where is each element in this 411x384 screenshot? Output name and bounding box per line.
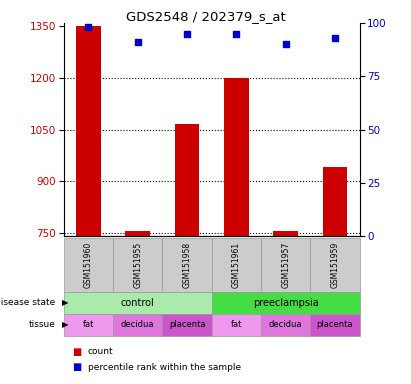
Bar — [76, 26, 101, 236]
Text: GSM151958: GSM151958 — [182, 242, 192, 288]
Text: GDS2548 / 202379_s_at: GDS2548 / 202379_s_at — [126, 10, 285, 23]
Bar — [224, 78, 249, 236]
Bar — [323, 167, 347, 236]
Text: decidua: decidua — [269, 320, 302, 329]
Text: GSM151960: GSM151960 — [84, 242, 93, 288]
Text: GSM151959: GSM151959 — [330, 242, 339, 288]
Bar — [175, 124, 199, 236]
Text: GSM151961: GSM151961 — [232, 242, 241, 288]
Bar — [273, 231, 298, 236]
Text: GSM151955: GSM151955 — [133, 242, 142, 288]
Bar — [125, 231, 150, 236]
Text: percentile rank within the sample: percentile rank within the sample — [88, 362, 241, 372]
Text: GSM151957: GSM151957 — [281, 242, 290, 288]
Point — [184, 31, 190, 37]
Text: ■: ■ — [72, 362, 81, 372]
Point — [134, 39, 141, 45]
Point — [233, 31, 240, 37]
Text: decidua: decidua — [121, 320, 155, 329]
Text: ▶: ▶ — [62, 298, 68, 307]
Text: disease state: disease state — [0, 298, 55, 307]
Text: fat: fat — [231, 320, 242, 329]
Point — [332, 35, 338, 41]
Text: tissue: tissue — [29, 320, 55, 329]
Text: preeclampsia: preeclampsia — [253, 298, 319, 308]
Point — [282, 41, 289, 48]
Text: fat: fat — [83, 320, 94, 329]
Text: placenta: placenta — [317, 320, 353, 329]
Text: ▶: ▶ — [62, 320, 68, 329]
Text: placenta: placenta — [169, 320, 205, 329]
Text: ■: ■ — [72, 347, 81, 357]
Text: count: count — [88, 347, 113, 356]
Point — [85, 24, 92, 30]
Text: control: control — [121, 298, 155, 308]
